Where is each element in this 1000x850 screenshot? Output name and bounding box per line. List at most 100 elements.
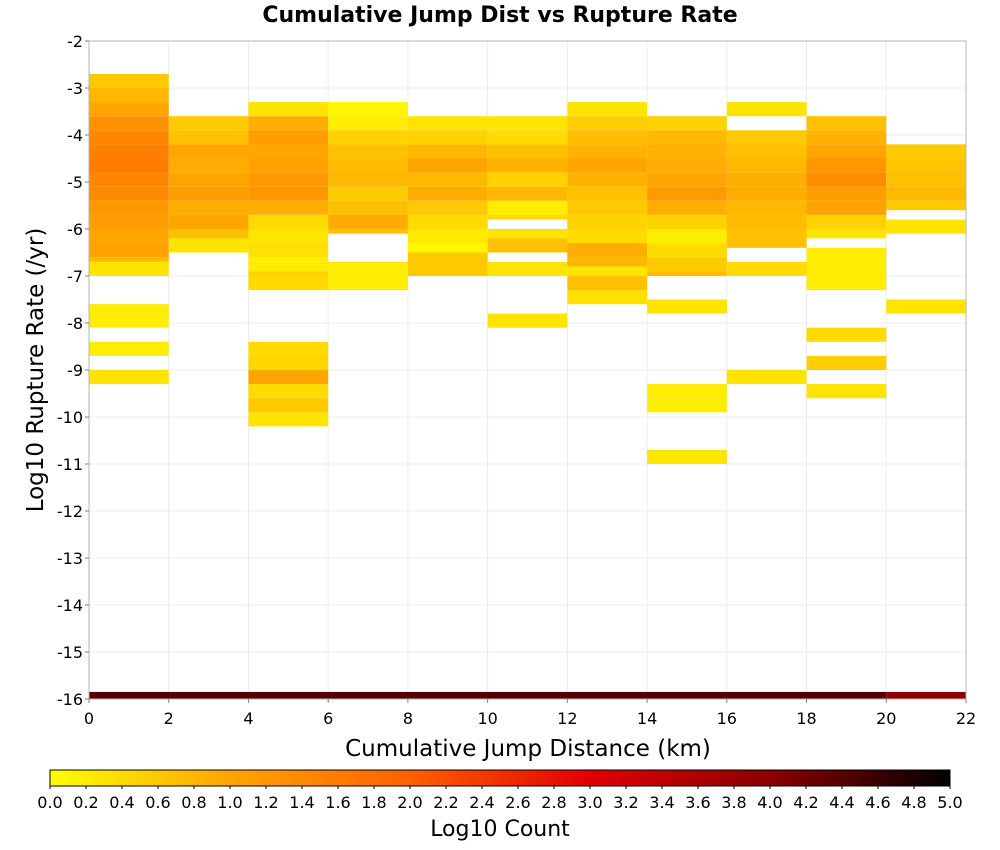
x-tick-label: 12 — [557, 709, 577, 728]
colorbar-tick-label: 2.0 — [397, 793, 422, 812]
colorbar — [49, 769, 951, 787]
heatmap-cell — [248, 243, 329, 258]
colorbar-tick-label: 0.8 — [181, 793, 206, 812]
heatmap-cell — [89, 243, 169, 258]
heatmap-cell — [248, 172, 329, 187]
heatmap-cell — [726, 200, 807, 215]
heatmap-cell — [487, 158, 568, 173]
colorbar-tick-label: 4.0 — [757, 793, 782, 812]
heatmap-cell — [886, 200, 966, 211]
heatmap-cell — [567, 116, 648, 131]
x-axis-ticks: 0 2 4 6 8 10 12 14 16 18 20 22 — [84, 699, 976, 728]
heatmap-cell — [407, 130, 488, 145]
colorbar-tick-label: 4.8 — [901, 793, 926, 812]
heatmap-cell-bottom-row — [89, 691, 887, 699]
heatmap-cell — [248, 130, 329, 145]
heatmap-cell — [487, 313, 568, 328]
heatmap-cell — [407, 214, 488, 229]
heatmap-cell — [328, 261, 408, 291]
heatmap-cell — [726, 186, 807, 201]
heatmap-cell — [567, 214, 648, 229]
y-tick-label: -14 — [57, 596, 83, 615]
heatmap-cell — [567, 172, 648, 187]
heatmap-cell — [886, 186, 966, 201]
heatmap-cell — [407, 116, 488, 131]
colorbar-tick-label: 3.6 — [685, 793, 710, 812]
heatmap-cell — [886, 299, 966, 314]
heatmap-cell — [248, 398, 329, 413]
heatmap-cell — [726, 370, 807, 385]
heatmap-cell — [328, 130, 408, 145]
heatmap-cell — [89, 200, 169, 215]
heatmap-cell — [328, 229, 408, 234]
heatmap-cell — [567, 144, 648, 159]
heatmap-cell — [806, 247, 887, 291]
heatmap-cell — [567, 229, 648, 244]
colorbar-tick-label: 4.4 — [829, 793, 854, 812]
heatmap-cell — [886, 158, 966, 173]
heatmap-cell — [89, 116, 169, 131]
heatmap-cell — [487, 130, 568, 145]
y-tick-label: -16 — [57, 690, 83, 709]
colorbar-tick-label: 0.6 — [145, 793, 170, 812]
colorbar-tick-label: 1.6 — [325, 793, 350, 812]
heatmap-cell — [248, 116, 329, 131]
heatmap-cell — [567, 200, 648, 215]
heatmap-cell — [647, 158, 727, 173]
heatmap-cell — [248, 412, 329, 427]
heatmap-cell — [407, 252, 488, 276]
heatmap-cell — [168, 130, 249, 145]
heatmap-cell — [168, 238, 249, 253]
heatmap-cell-bottom-row — [886, 691, 966, 699]
heatmap-cell — [806, 229, 887, 239]
heatmap-cell — [806, 214, 887, 229]
heatmap-cell — [328, 200, 408, 215]
heatmap-cell — [89, 186, 169, 201]
colorbar-tick-label: 5.0 — [937, 793, 962, 812]
heatmap-cell — [567, 243, 648, 258]
heatmap-cell — [248, 144, 329, 159]
heatmap-cell — [647, 384, 727, 399]
heatmap-cell — [726, 172, 807, 187]
x-tick-label: 22 — [956, 709, 976, 728]
heatmap-cell — [89, 158, 169, 173]
heatmap-cell — [567, 276, 648, 291]
heatmap-cell — [487, 116, 568, 131]
heatmap-cell — [328, 214, 408, 229]
heatmap-cell — [89, 73, 169, 88]
x-axis-label: Cumulative Jump Distance (km) — [345, 736, 711, 762]
heatmap-cell — [248, 200, 329, 215]
colorbar-tick-label: 0.2 — [73, 793, 98, 812]
heatmap-cell — [407, 229, 488, 244]
heatmap-cell — [487, 186, 568, 201]
heatmap-cell — [248, 102, 329, 117]
heatmap-cell — [248, 370, 329, 385]
heatmap-cell — [726, 214, 807, 229]
heatmap-cell — [806, 355, 887, 370]
heatmap-cell — [806, 158, 887, 173]
heatmap-cell — [89, 144, 169, 159]
heatmap-cell — [248, 257, 329, 272]
colorbar-tick-label: 4.6 — [865, 793, 890, 812]
y-tick-label: -9 — [67, 361, 83, 380]
heatmap-cell — [487, 229, 568, 239]
heatmap-cell — [407, 200, 488, 215]
heatmap-cell — [407, 172, 488, 187]
colorbar-tick-label: 4.2 — [793, 793, 818, 812]
heatmap-cell — [89, 102, 169, 117]
heatmap-cell — [328, 144, 408, 159]
heatmap-cell — [806, 186, 887, 201]
heatmap-cell — [248, 341, 329, 356]
heatmap-cell — [806, 130, 887, 145]
heatmap-cell — [487, 200, 568, 215]
heatmap-cell — [886, 172, 966, 187]
y-tick-label: -13 — [57, 549, 83, 568]
colorbar-tick-label: 3.8 — [721, 793, 746, 812]
heatmap-cell — [168, 158, 249, 173]
heatmap-cell — [168, 200, 249, 215]
y-tick-label: -4 — [67, 126, 83, 145]
heatmap-cell — [248, 276, 329, 291]
heatmap-cell — [89, 88, 169, 103]
heatmap-cell — [168, 116, 249, 131]
